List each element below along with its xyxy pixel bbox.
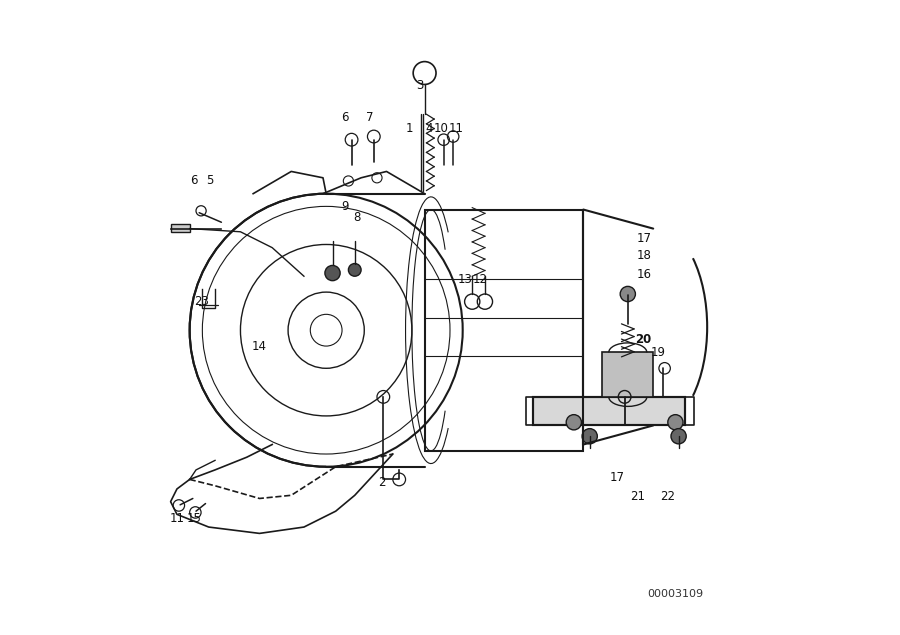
Text: 10: 10 [434,123,448,135]
Text: 17: 17 [636,232,652,244]
Text: 4: 4 [426,123,433,135]
Circle shape [671,429,686,444]
Text: 3: 3 [416,79,423,92]
Text: 19: 19 [651,346,666,359]
Circle shape [582,429,598,444]
Bar [171,224,190,232]
Text: 6: 6 [190,175,198,187]
Text: 9: 9 [341,200,349,213]
Bar [425,210,583,451]
Text: 21: 21 [631,490,645,503]
Circle shape [566,415,581,430]
Bar [602,352,653,397]
Text: 17: 17 [610,471,626,484]
Text: 7: 7 [366,111,373,124]
Text: 23: 23 [194,295,209,308]
Circle shape [668,415,683,430]
Text: 00003109: 00003109 [647,589,704,599]
Text: 11: 11 [169,512,184,525]
Text: 18: 18 [636,249,651,262]
Bar [533,397,685,425]
Text: 2: 2 [378,476,386,489]
Text: 20: 20 [635,333,652,346]
Text: 6: 6 [341,111,349,124]
Text: 11: 11 [449,123,464,135]
Text: 22: 22 [661,490,675,503]
Text: 8: 8 [353,211,360,224]
Text: 1: 1 [406,123,413,135]
Text: 13: 13 [458,273,473,286]
Text: 16: 16 [636,268,652,281]
Text: 14: 14 [252,340,267,352]
Text: 12: 12 [472,273,487,286]
Circle shape [348,264,361,276]
Circle shape [325,265,340,281]
Text: 15: 15 [186,512,202,525]
Text: 5: 5 [206,175,213,187]
Circle shape [620,286,635,302]
Bar [533,397,685,425]
